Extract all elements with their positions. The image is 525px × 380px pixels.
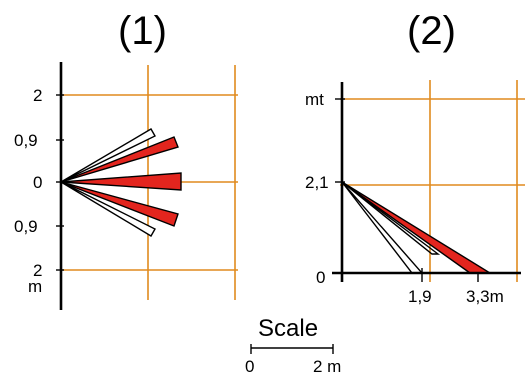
panel-2-height-label: 2,1 bbox=[305, 173, 329, 192]
panel-2-side-view: mt 2,1 0 1,9 3,3m bbox=[305, 80, 525, 306]
beam-outline-upper-outer bbox=[60, 128, 156, 183]
scale-title: Scale bbox=[258, 315, 318, 342]
scale-end-label: 2 m bbox=[313, 357, 341, 376]
beam-red-center bbox=[60, 172, 182, 191]
scale-start-label: 0 bbox=[245, 357, 254, 376]
beam-red-upper bbox=[60, 136, 179, 183]
panel-2-unit-label: mt bbox=[305, 90, 324, 109]
panel-1-tick-0.9-lower: 0,9 bbox=[14, 217, 38, 236]
panel-1-tick-0.9-upper: 0,9 bbox=[14, 131, 38, 150]
side-beam-red bbox=[341, 181, 493, 274]
scale-bar: Scale 0 2 m bbox=[245, 315, 341, 376]
panel-2-label: (2) bbox=[407, 9, 456, 53]
panel-1-unit-label: m bbox=[28, 277, 42, 296]
panel-2-x-tick-3.3m: 3,3m bbox=[466, 287, 504, 306]
panel-1-label: (1) bbox=[118, 9, 167, 53]
panel-2-origin-label: 0 bbox=[316, 268, 325, 287]
panel-1-tick-2-bottom: 2 bbox=[33, 261, 42, 280]
panel-1-tick-0: 0 bbox=[33, 173, 42, 192]
side-beam-outline-middle bbox=[341, 181, 441, 255]
panel-2-x-tick-1.9: 1,9 bbox=[408, 287, 432, 306]
beam-outline-lower-outer bbox=[60, 181, 156, 237]
panel-1-tick-2-top: 2 bbox=[33, 86, 42, 105]
panel-1-top-view: 2 0,9 0 0,9 2 m bbox=[14, 62, 238, 310]
beam-red-lower bbox=[60, 181, 179, 227]
